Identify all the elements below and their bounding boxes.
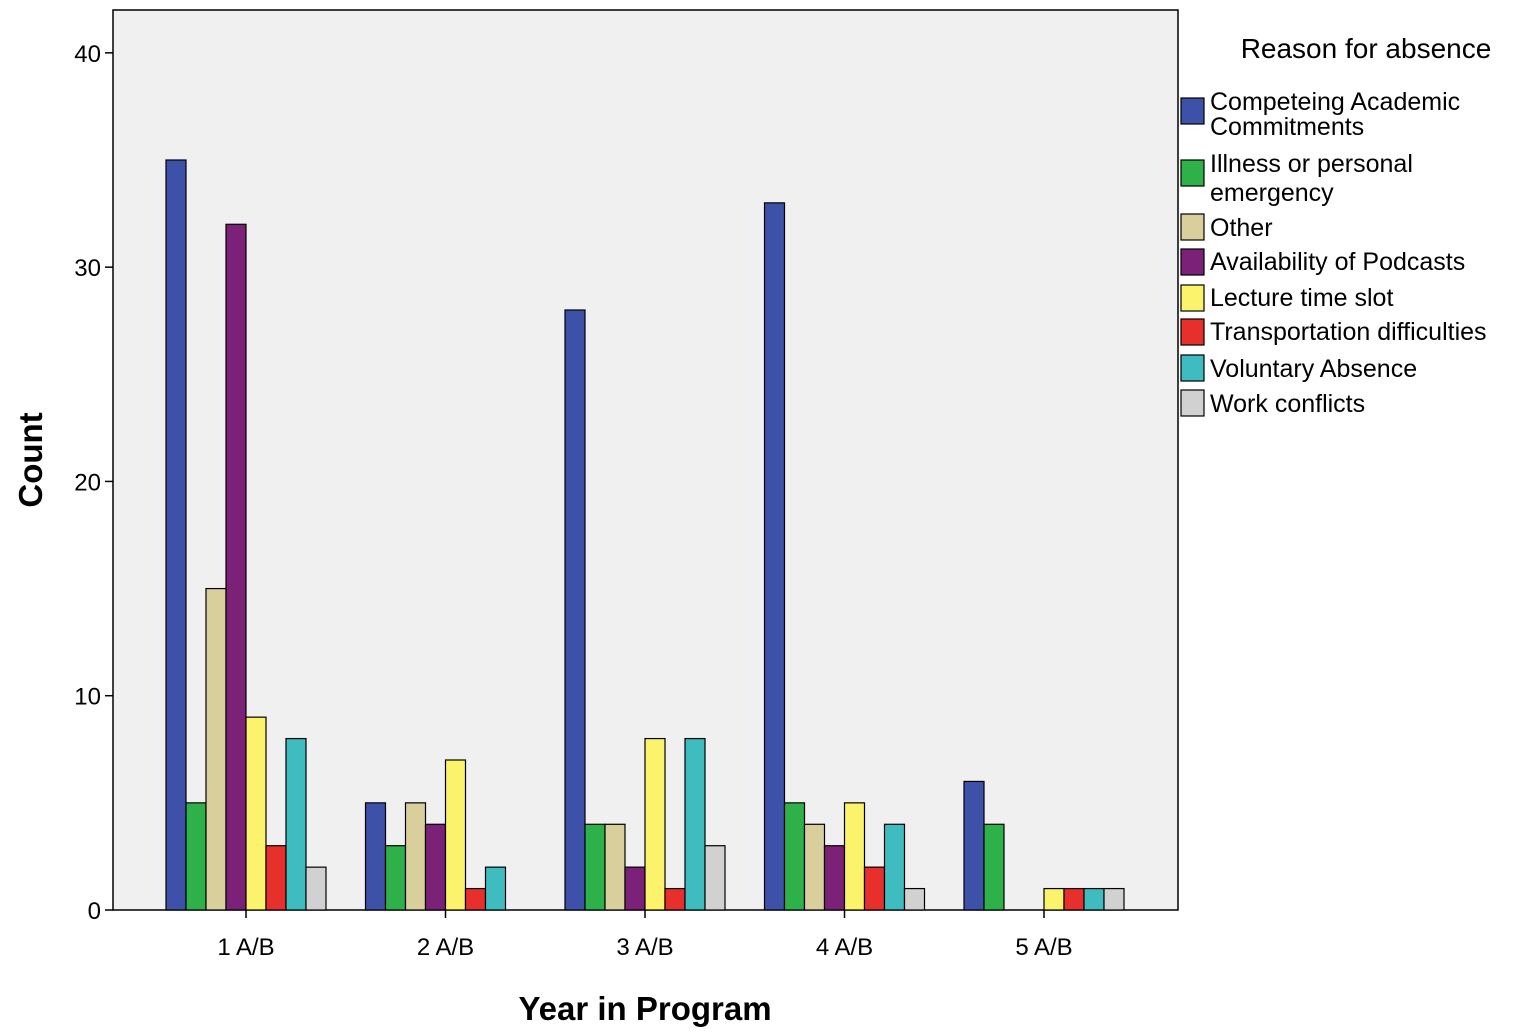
bar	[604, 823, 626, 911]
bar	[983, 823, 1005, 911]
bar	[384, 845, 407, 911]
y-axis: 0 10 20 30 40	[74, 41, 113, 925]
x-tick-label: 5 A/B	[1015, 934, 1072, 961]
y-axis-label: Count	[12, 412, 49, 507]
bar	[484, 866, 507, 911]
legend-label: Competeing Academic	[1210, 88, 1460, 116]
bar	[783, 802, 806, 911]
bar	[444, 759, 467, 911]
x-tick-label: 3 A/B	[616, 934, 673, 961]
bar	[564, 309, 586, 911]
bar	[763, 202, 786, 911]
bar	[863, 866, 886, 911]
bar	[843, 802, 866, 911]
bar	[285, 737, 307, 911]
y-tick-label: 30	[74, 255, 101, 282]
y-tick-label: 0	[88, 898, 101, 925]
x-tick-label: 4 A/B	[816, 934, 873, 961]
bar	[205, 587, 227, 911]
y-tick-label: 20	[74, 469, 101, 496]
legend-swatch	[1180, 284, 1205, 312]
bar	[963, 780, 985, 911]
x-axis-label: Year in Program	[518, 990, 771, 1027]
legend-swatch	[1180, 248, 1205, 276]
y-tick-label: 40	[74, 41, 101, 68]
bar	[704, 845, 726, 911]
bar	[305, 866, 327, 911]
bar	[225, 223, 247, 911]
legend-label: Commitments	[1210, 113, 1364, 141]
bar	[823, 845, 846, 911]
x-tick-label: 2 A/B	[417, 934, 474, 961]
legend-swatch	[1180, 213, 1205, 241]
bar	[1063, 887, 1085, 911]
bar	[1043, 887, 1065, 911]
bar	[883, 823, 906, 911]
legend-label: Availability of Podcasts	[1210, 248, 1465, 276]
legend-label: Transportation difficulties	[1210, 318, 1487, 346]
bar	[584, 823, 606, 911]
legend-swatch	[1180, 318, 1205, 346]
bar	[424, 823, 447, 911]
legend-swatch	[1180, 159, 1205, 187]
bar	[464, 887, 487, 911]
y-tick-label: 10	[74, 684, 101, 711]
bar	[404, 802, 427, 911]
bar	[684, 737, 706, 911]
legend-swatch	[1180, 389, 1205, 417]
bar	[903, 887, 926, 911]
legend-label: Work conflicts	[1210, 390, 1365, 418]
bar	[1103, 887, 1125, 911]
bar	[265, 845, 287, 911]
bar	[664, 887, 686, 911]
bar	[644, 737, 666, 911]
legend-swatch	[1180, 354, 1205, 382]
legend-label: Voluntary Absence	[1210, 355, 1417, 383]
bar	[624, 866, 646, 911]
legend-label: emergency	[1210, 179, 1334, 207]
bar	[803, 823, 826, 911]
bar	[245, 716, 267, 911]
bar	[165, 159, 187, 911]
bar	[185, 802, 207, 911]
legend-title: Reason for absence	[1241, 33, 1492, 64]
legend-label: Lecture time slot	[1210, 284, 1393, 312]
x-tick-label: 1 A/B	[217, 934, 274, 961]
legend-swatch	[1180, 97, 1205, 125]
bar	[364, 802, 387, 911]
bar	[1083, 887, 1105, 911]
x-axis: 1 A/B 2 A/B 3 A/B 4 A/B 5 A/B	[217, 910, 1073, 961]
legend-label: Illness or personal	[1210, 150, 1413, 178]
legend-label: Other	[1210, 214, 1273, 242]
bars-group	[165, 159, 1125, 911]
